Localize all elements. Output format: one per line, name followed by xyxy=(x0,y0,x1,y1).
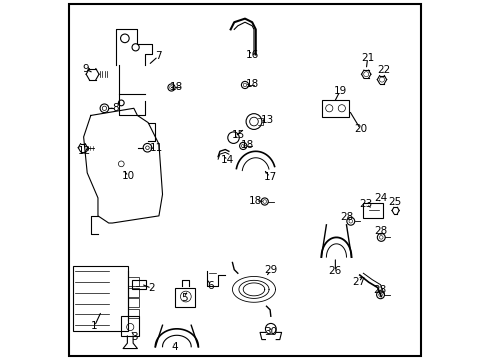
Bar xyxy=(128,309,139,318)
Text: 18: 18 xyxy=(241,140,254,150)
Bar xyxy=(364,203,383,218)
Bar xyxy=(128,298,139,307)
Text: 4: 4 xyxy=(172,342,178,352)
Text: 28: 28 xyxy=(374,226,387,236)
Text: 17: 17 xyxy=(264,172,277,182)
Text: 5: 5 xyxy=(181,293,187,303)
Bar xyxy=(128,288,139,297)
Text: 16: 16 xyxy=(245,50,259,60)
Text: 26: 26 xyxy=(329,266,342,276)
Text: 15: 15 xyxy=(232,130,245,140)
Text: 10: 10 xyxy=(122,171,135,181)
Text: 23: 23 xyxy=(360,199,373,210)
Text: 28: 28 xyxy=(341,212,354,221)
Text: 18: 18 xyxy=(245,79,259,89)
Text: 14: 14 xyxy=(221,155,234,165)
Text: 18: 18 xyxy=(249,196,262,206)
Text: 25: 25 xyxy=(388,197,401,207)
Bar xyxy=(322,100,349,117)
Bar xyxy=(122,316,139,336)
Text: 13: 13 xyxy=(261,115,274,125)
Text: 7: 7 xyxy=(155,51,162,61)
Text: 30: 30 xyxy=(264,327,277,337)
Text: 11: 11 xyxy=(149,143,163,153)
Text: 2: 2 xyxy=(148,283,155,293)
Text: 28: 28 xyxy=(373,285,387,296)
Bar xyxy=(73,266,128,330)
Text: 21: 21 xyxy=(361,53,374,63)
Text: 29: 29 xyxy=(264,265,277,275)
Text: 24: 24 xyxy=(374,193,387,203)
Bar xyxy=(132,280,147,289)
Text: 3: 3 xyxy=(131,332,138,342)
Text: 22: 22 xyxy=(377,64,391,75)
Bar xyxy=(128,277,139,286)
Text: 27: 27 xyxy=(352,277,366,287)
Text: 8: 8 xyxy=(112,103,119,113)
Text: 1: 1 xyxy=(91,321,98,331)
Text: 19: 19 xyxy=(333,86,346,96)
Bar xyxy=(175,288,195,307)
Text: 20: 20 xyxy=(354,124,367,134)
Text: 12: 12 xyxy=(78,145,91,156)
Text: 6: 6 xyxy=(208,281,214,291)
Text: 9: 9 xyxy=(82,64,89,74)
Text: 18: 18 xyxy=(170,82,183,92)
